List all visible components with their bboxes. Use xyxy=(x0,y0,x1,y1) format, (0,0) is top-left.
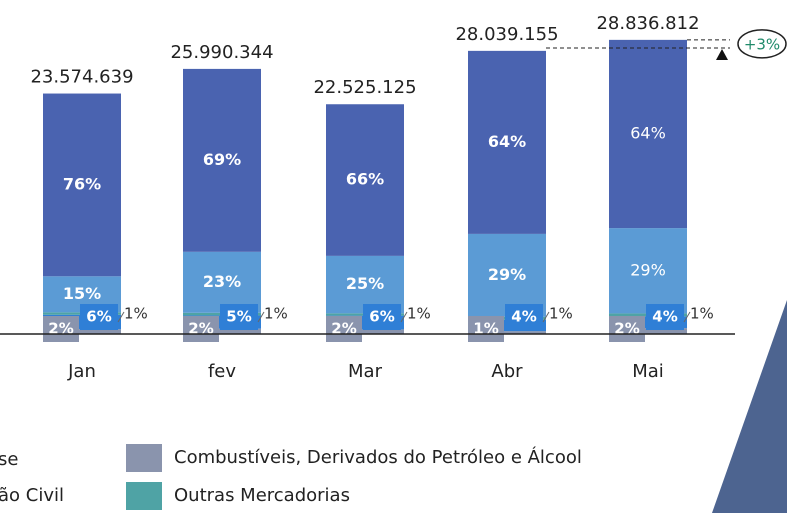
x-tick-label: Mar xyxy=(348,361,383,382)
bar-segment xyxy=(468,50,546,234)
bar-segment xyxy=(326,255,404,314)
total-label: 25.990.344 xyxy=(170,42,273,63)
annotation-ring xyxy=(737,29,787,59)
label-box xyxy=(505,304,543,330)
label-box xyxy=(468,316,504,342)
value-label: 1% xyxy=(549,305,573,323)
leader xyxy=(683,311,691,323)
value-label: 69% xyxy=(203,150,241,169)
bar-segment xyxy=(326,329,404,334)
label-box xyxy=(609,316,645,342)
label-box xyxy=(80,304,118,330)
leader xyxy=(400,311,408,323)
decoration xyxy=(712,300,787,513)
label-box xyxy=(183,316,219,342)
bar-segment xyxy=(609,228,687,314)
legend-label: Combustíveis, Derivados do Petróleo e Ál… xyxy=(174,446,582,468)
value-label: 5% xyxy=(226,308,251,326)
value-label: 64% xyxy=(488,132,526,151)
x-tick-label: Jan xyxy=(67,361,96,382)
bar-segment xyxy=(326,104,404,256)
x-tick-label: Mai xyxy=(632,361,664,382)
total-label: 23.574.639 xyxy=(30,67,133,88)
value-label: 1% xyxy=(264,305,288,323)
value-label: 25% xyxy=(346,274,384,293)
value-label: 2% xyxy=(614,320,639,338)
value-label: 1% xyxy=(473,320,498,338)
value-label: 1% xyxy=(124,305,148,323)
value-label: 2% xyxy=(331,320,356,338)
value-label: 1% xyxy=(690,305,714,323)
label-box xyxy=(646,304,684,330)
label-box xyxy=(43,316,79,342)
legend-swatch xyxy=(126,444,162,472)
value-label: 2% xyxy=(188,320,213,338)
x-tick-label: Abr xyxy=(491,361,523,382)
bar-segment xyxy=(468,233,546,317)
bar-segment xyxy=(609,39,687,229)
bar-segment xyxy=(183,251,261,313)
leader xyxy=(117,311,125,323)
bar-segment xyxy=(43,93,121,277)
value-label: 1% xyxy=(407,305,431,323)
value-label: 4% xyxy=(511,308,536,326)
value-label: 76% xyxy=(63,174,101,193)
bar-segment xyxy=(43,329,121,334)
bar-segment xyxy=(183,328,261,334)
total-label: 28.039.155 xyxy=(455,24,558,45)
x-tick-label: fev xyxy=(208,361,236,382)
label-box xyxy=(220,304,258,330)
value-label: 29% xyxy=(488,265,526,284)
bar-segment xyxy=(183,68,261,252)
legend-label: se xyxy=(0,449,18,470)
leader xyxy=(542,311,550,323)
label-box xyxy=(326,316,362,342)
value-label: 2% xyxy=(48,320,73,338)
label-box xyxy=(363,304,401,330)
value-label: 29% xyxy=(630,260,666,279)
total-label: 28.836.812 xyxy=(596,13,699,34)
bar-segment xyxy=(468,331,546,334)
value-label: 4% xyxy=(652,308,677,326)
legend-swatch xyxy=(126,482,162,510)
leader xyxy=(257,311,265,323)
annotation: +3% xyxy=(744,35,780,53)
value-label: 6% xyxy=(369,308,394,326)
legend-label: ão Civil xyxy=(0,485,64,506)
arrow xyxy=(716,49,728,61)
value-label: 15% xyxy=(63,284,101,303)
total-label: 22.525.125 xyxy=(313,77,416,98)
value-label: 23% xyxy=(203,272,241,291)
value-label: 64% xyxy=(630,123,666,142)
value-label: 6% xyxy=(86,308,111,326)
value-label: 66% xyxy=(346,170,384,189)
legend-label: Outras Mercadorias xyxy=(174,485,350,506)
bar-segment xyxy=(609,328,687,334)
